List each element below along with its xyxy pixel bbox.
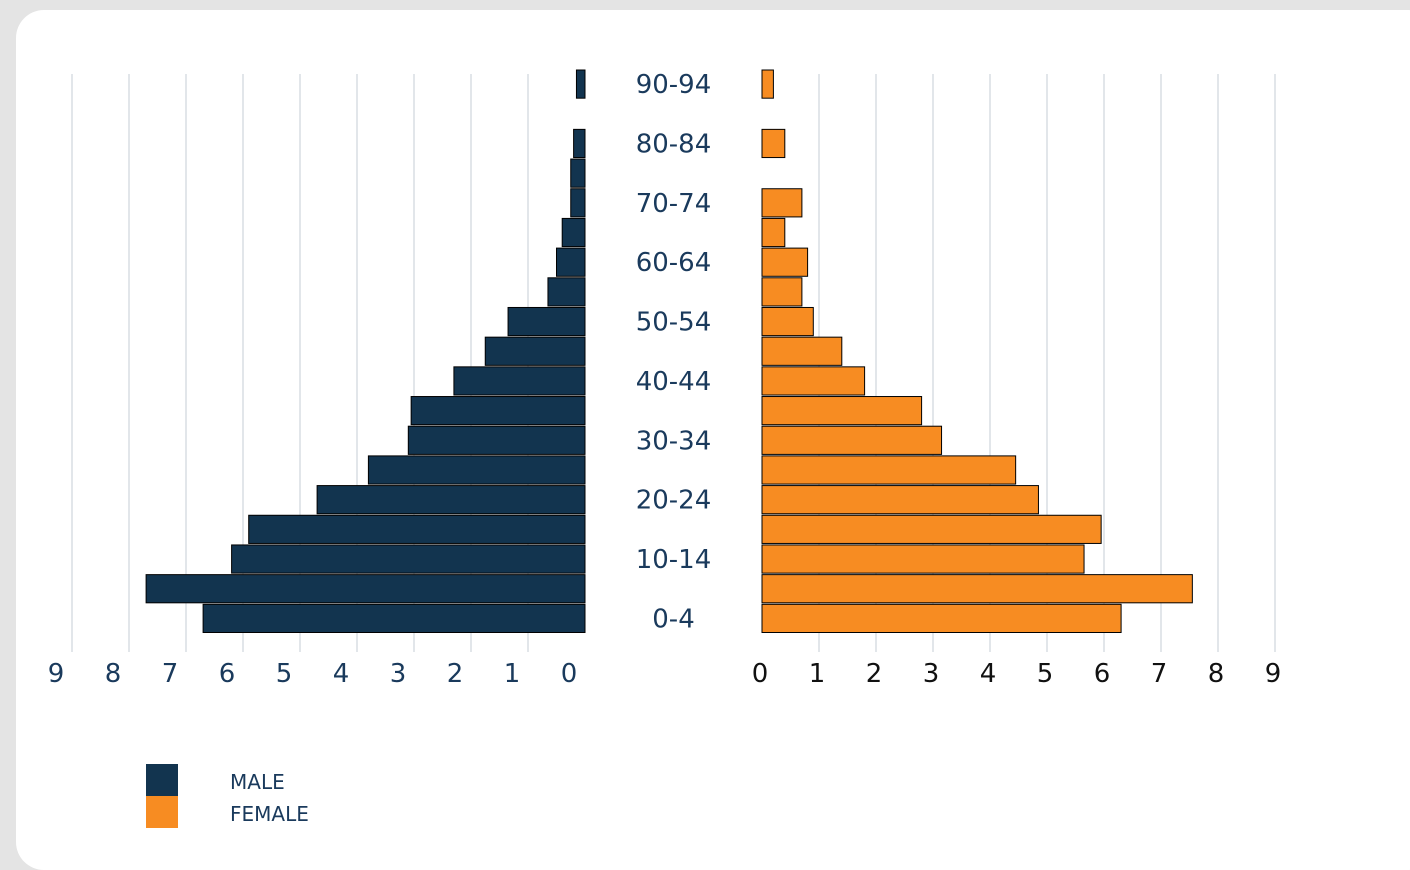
female-bar	[761, 128, 786, 159]
male-axis-tick-label: 7	[162, 659, 179, 689]
female-bar	[761, 396, 923, 426]
chart-card: 0-4 10-14 20-24 30-34 40-44 50-54 60-64 70-74 80…	[16, 10, 1410, 870]
age-group-label: 60-64	[636, 248, 712, 278]
female-axis-tick-label: 8	[1208, 659, 1225, 689]
female-bar	[761, 306, 814, 337]
female-bar	[761, 514, 1102, 544]
female-axis-tick-label: 5	[1037, 659, 1054, 689]
female-bar	[761, 366, 866, 396]
male-axis-tick-label: 3	[390, 659, 407, 689]
male-axis-tick-label: 5	[276, 659, 293, 689]
female-bar	[761, 69, 774, 99]
female-bar	[761, 336, 843, 366]
female-bar	[761, 603, 1122, 634]
female-bar	[761, 425, 943, 455]
male-axis-tick-label: 6	[219, 659, 236, 689]
female-axis-tick-label: 2	[866, 659, 883, 689]
male-bar	[145, 574, 586, 604]
female-bar	[761, 455, 1017, 485]
female-axis-tick-label: 7	[1151, 659, 1168, 689]
male-bar	[556, 247, 586, 277]
age-group-label: 30-34	[636, 426, 712, 456]
female-axis-tick-label: 3	[923, 659, 940, 689]
male-axis-tick-label: 1	[504, 659, 521, 689]
male-axis-tick-label: 8	[105, 659, 122, 689]
female-bar	[761, 247, 809, 277]
male-axis-tick-label: 0	[561, 659, 578, 689]
male-bar	[484, 336, 586, 366]
female-bar	[761, 544, 1085, 574]
male-bar	[316, 485, 586, 515]
female-axis-tick-label: 0	[752, 659, 769, 689]
male-bar	[202, 603, 586, 634]
male-bar	[570, 158, 586, 188]
age-group-label: 70-74	[636, 189, 712, 219]
female-bar	[761, 574, 1193, 604]
male-bar	[248, 514, 586, 544]
age-group-label: 90-94	[636, 70, 712, 100]
legend-label-female: FEMALE	[230, 802, 309, 826]
female-axis-tick-label: 6	[1094, 659, 1111, 689]
male-axis-tick-label: 9	[48, 659, 65, 689]
age-group-label: 20-24	[636, 486, 712, 516]
male-bar	[367, 455, 586, 485]
gridlines	[71, 74, 1276, 652]
legend-swatch-male	[146, 764, 178, 796]
female-bar	[761, 217, 786, 248]
age-group-label: 0-4	[652, 604, 694, 634]
male-bar	[231, 544, 586, 574]
legend-label-male: MALE	[230, 770, 285, 794]
female-axis-tick-label: 4	[980, 659, 997, 689]
male-bar	[407, 425, 586, 455]
female-bar	[761, 277, 803, 307]
male-bar	[575, 69, 586, 99]
age-group-label: 80-84	[636, 129, 712, 159]
female-bar	[761, 188, 803, 218]
male-bars	[145, 69, 586, 634]
male-bar	[453, 366, 586, 396]
population-pyramid-chart: 0-410-1420-2430-3440-4450-5460-6470-7480…	[48, 69, 1282, 689]
age-group-label: 50-54	[636, 308, 712, 338]
age-group-label: 10-14	[636, 545, 712, 575]
age-group-label: 40-44	[636, 367, 712, 397]
female-axis-tick-label: 1	[809, 659, 826, 689]
age-group-labels: 0-4 10-14 20-24 30-34 40-44 50-54 60-64 70-74 80…	[636, 70, 712, 634]
male-bar	[570, 188, 586, 218]
male-bar	[573, 128, 586, 159]
male-bar	[547, 277, 586, 307]
male-axis-tick-label: 2	[447, 659, 464, 689]
female-bars	[761, 69, 1193, 634]
male-bar	[561, 217, 586, 248]
female-axis-tick-label: 9	[1265, 659, 1282, 689]
male-axis-tick-label: 4	[333, 659, 350, 689]
legend-swatch-female	[146, 796, 178, 828]
female-bar	[761, 485, 1039, 515]
male-bar	[410, 396, 586, 426]
male-bar	[507, 306, 586, 337]
axis-tick-labels: 0 0 1 1 2 2 3 3 4 4 5 5 6 6 7 7 8 8 9 9	[48, 659, 1282, 689]
